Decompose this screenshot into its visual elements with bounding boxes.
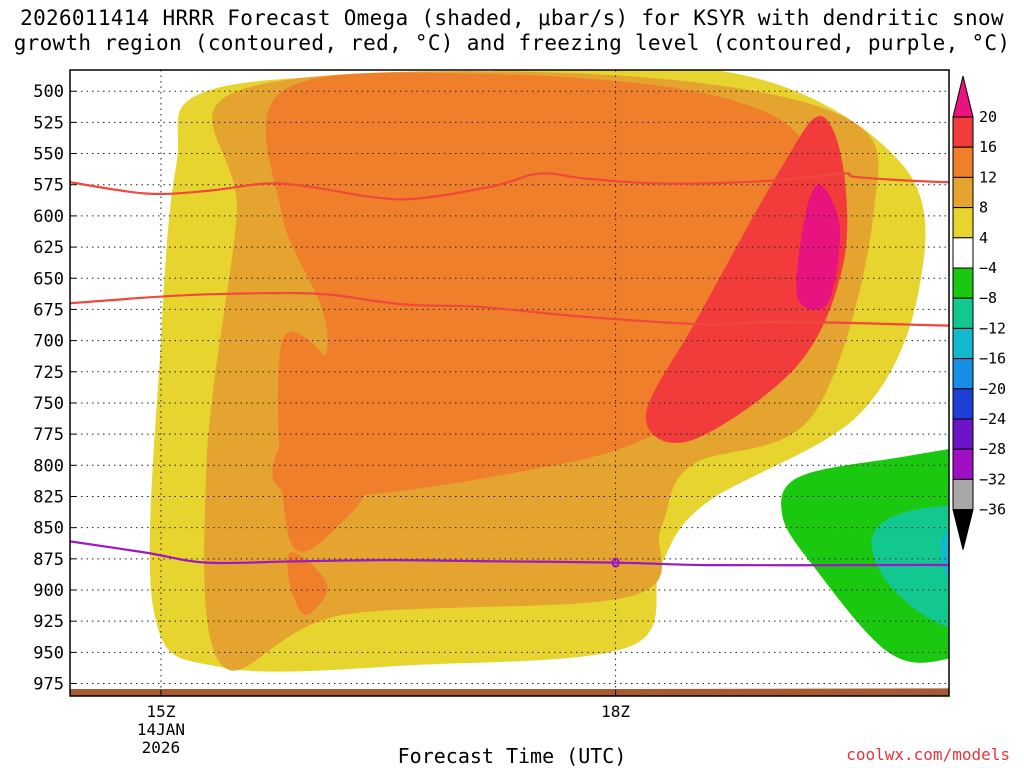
colorbar-band xyxy=(952,176,974,209)
dendritic-isotherm-line xyxy=(70,291,949,327)
colorbar-band xyxy=(952,237,974,269)
plot-frame xyxy=(69,69,950,697)
colorbar-bottom-arrow xyxy=(952,509,974,550)
x-tick-year: 2026 xyxy=(142,738,181,757)
x-tick-label: 15Z xyxy=(146,702,175,721)
colorbar-tick-label: −24 xyxy=(979,410,1006,428)
colorbar-band xyxy=(952,297,974,329)
colorbar-band xyxy=(952,448,974,480)
omega-region-18 xyxy=(940,530,949,583)
y-tick-label: 800 xyxy=(33,456,64,476)
x-tick-date: 14JAN xyxy=(137,720,185,739)
y-tick-label: 550 xyxy=(33,145,64,165)
y-tick-label: 950 xyxy=(33,643,64,663)
y-tick-label: 575 xyxy=(33,176,64,196)
colorbar-top-arrow xyxy=(952,75,974,118)
colorbar-tick-label: 4 xyxy=(979,229,988,247)
freezing-level-label: 0 xyxy=(611,557,620,572)
colorbar-band xyxy=(952,327,974,360)
y-tick-label: 900 xyxy=(33,581,64,601)
chart-title: 2026011414 HRRR Forecast Omega (shaded, … xyxy=(0,6,1024,56)
colorbar-tick-label: 16 xyxy=(979,138,997,156)
colorbar-band xyxy=(952,358,974,390)
freezing-level-line xyxy=(70,540,949,567)
colorbar-band xyxy=(952,418,974,450)
y-tick-label: 975 xyxy=(33,675,64,695)
dendritic-isotherm-line xyxy=(70,172,949,201)
y-tick-label: 725 xyxy=(33,363,64,383)
colorbar-tick-label: −36 xyxy=(979,501,1006,519)
chart-title-line1: 2026011414 HRRR Forecast Omega (shaded, … xyxy=(20,6,1004,30)
colorbar-tick-label: −20 xyxy=(979,380,1006,398)
y-tick-label: 825 xyxy=(33,487,64,507)
colorbar-tick-label: 20 xyxy=(979,108,997,126)
colorbar-tick-label: −32 xyxy=(979,470,1006,488)
x-axis: 15Z14JAN202618Z21Z00Z15JAN03Z06Z xyxy=(137,690,630,757)
colorbar-band xyxy=(952,478,974,511)
y-tick-label: 850 xyxy=(33,519,64,539)
contour-lines: −18−12−1200 xyxy=(70,172,949,572)
y-tick-label: 500 xyxy=(33,82,64,102)
colorbar-band xyxy=(952,146,974,178)
y-axis: 500 525 550 575 600 625 650 675 700 725 750 775 800 8… xyxy=(33,82,76,695)
omega-region-5 xyxy=(645,116,848,443)
omega-region-4 xyxy=(287,551,328,615)
colorbar-tick-label: −8 xyxy=(979,289,997,307)
y-tick-label: 600 xyxy=(33,207,64,227)
chart-title-line2: growth region (contoured, red, °C) and f… xyxy=(13,31,1011,55)
colorbar-band xyxy=(952,116,974,148)
colorbar-band xyxy=(952,207,974,239)
x-axis-title: Forecast Time (UTC) xyxy=(397,744,627,768)
colorbar-band xyxy=(952,267,974,299)
omega-region-10 xyxy=(781,449,949,663)
colorbar-tick-label: −12 xyxy=(979,319,1006,337)
y-tick-label: 625 xyxy=(33,238,64,258)
y-tick-label: 525 xyxy=(33,113,64,133)
colorbar-tick-label: −16 xyxy=(979,350,1006,368)
y-tick-label: 925 xyxy=(33,612,64,632)
terrain-strip xyxy=(70,682,949,696)
x-tick-label: 18Z xyxy=(601,702,630,721)
y-tick-label: 875 xyxy=(33,550,64,570)
colorbar-band xyxy=(952,388,974,420)
terrain-surface xyxy=(70,682,949,696)
omega-shading xyxy=(149,70,949,672)
y-tick-label: 775 xyxy=(33,425,64,445)
y-tick-label: 750 xyxy=(33,394,64,414)
credit-text: coolwx.com/models xyxy=(846,745,1010,764)
colorbar: 20 16 12 8 4 −4 −8 −12 −16 −20 −24 −28 −32 −36 xyxy=(952,75,1006,550)
colorbar-tick-label: 8 xyxy=(979,199,988,217)
grid-lines xyxy=(70,70,949,696)
y-tick-label: 700 xyxy=(33,332,64,352)
colorbar-tick-label: −28 xyxy=(979,440,1006,458)
y-tick-label: 650 xyxy=(33,269,64,289)
omega-region-16 xyxy=(871,505,949,628)
colorbar-tick-label: −4 xyxy=(979,259,997,277)
y-tick-label: 675 xyxy=(33,300,64,320)
colorbar-tick-label: 12 xyxy=(979,168,997,186)
